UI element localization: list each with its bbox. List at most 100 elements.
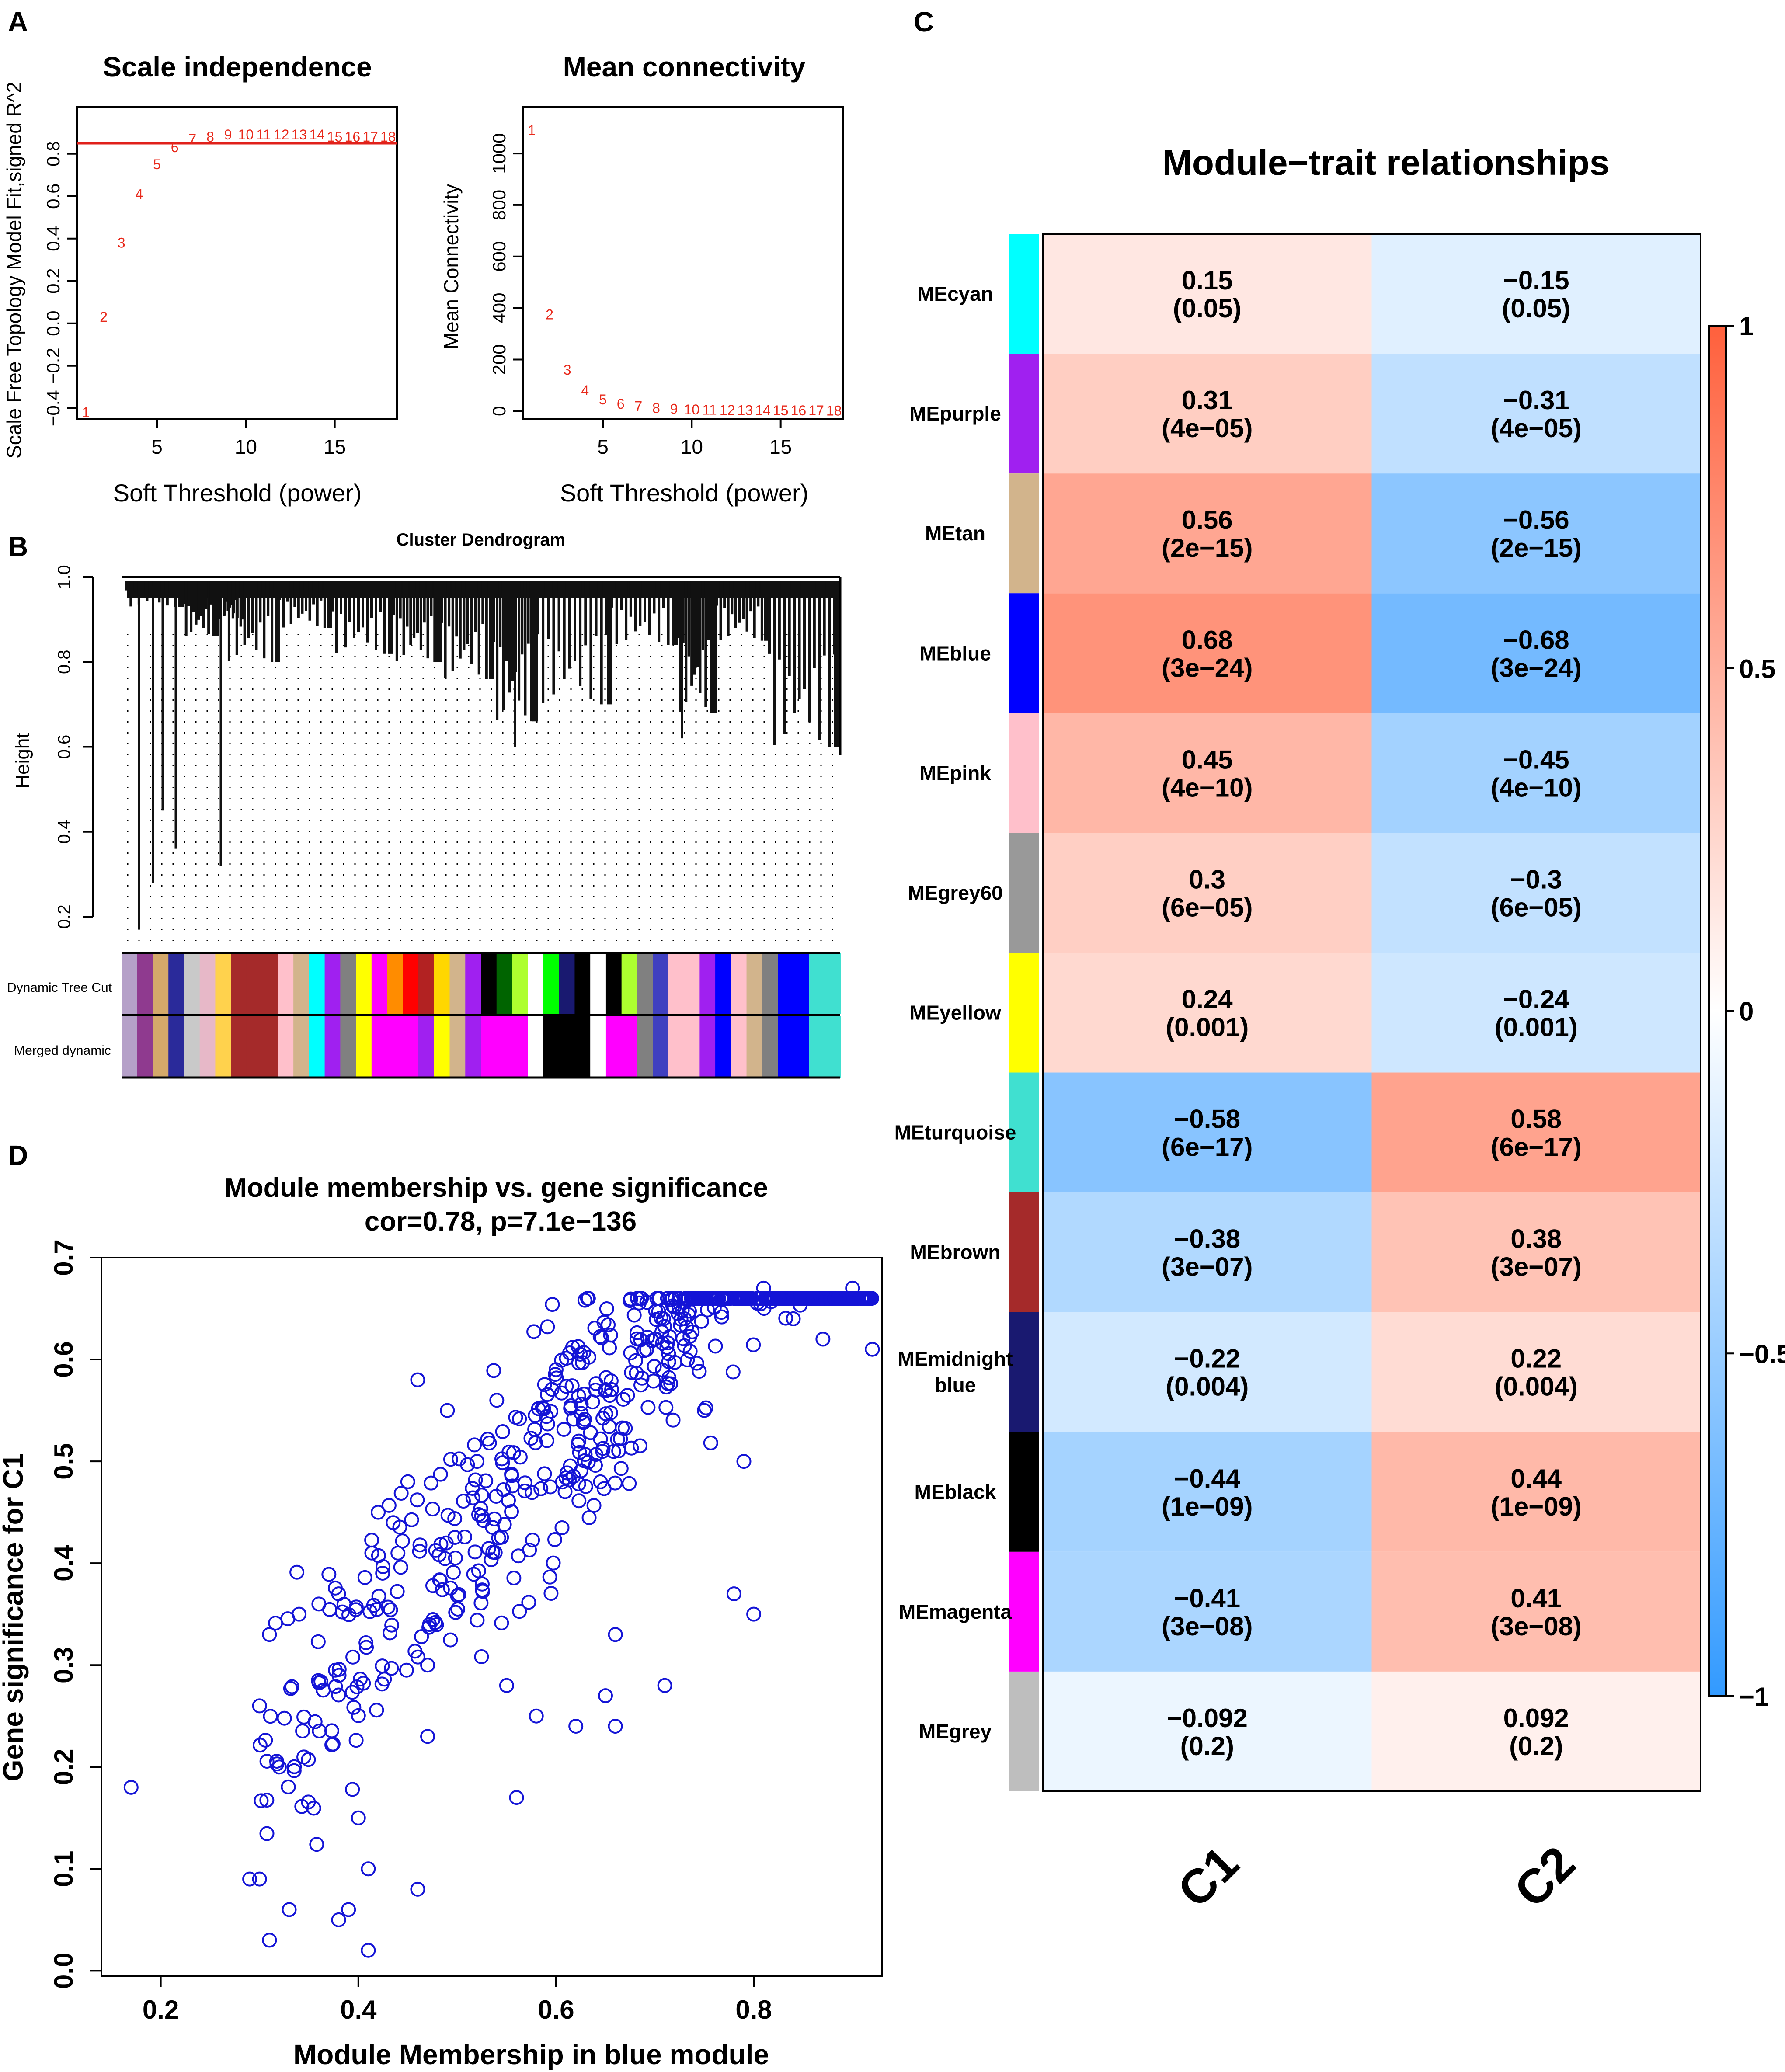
- dynamic-tree-cut-segment: [465, 953, 481, 1014]
- mm-vs-gs-point: [673, 1318, 688, 1333]
- heatmap-cell-value: −0.58: [1174, 1105, 1240, 1134]
- mean-connectivity-ytick-label: 1000: [489, 133, 509, 174]
- mm-vs-gs-title: Module membership vs. gene significance: [224, 1173, 768, 1203]
- mm-vs-gs-point: [540, 1319, 555, 1335]
- mean-connectivity-point-label: 11: [702, 402, 717, 417]
- dynamic-tree-cut-segment: [715, 953, 731, 1014]
- mm-vs-gs-point: [353, 1672, 368, 1687]
- mm-vs-gs-ylabel: Gene significance for C1: [0, 1453, 29, 1781]
- dendrogram-ytick-label: 0.6: [55, 735, 74, 759]
- heatmap-cell: [1371, 473, 1701, 594]
- merged-dynamic-segment: [715, 1016, 731, 1078]
- mm-vs-gs-point: [786, 1311, 801, 1326]
- mm-vs-gs-point: [856, 1291, 871, 1306]
- merged-dynamic-segment: [184, 1016, 200, 1078]
- mean-connectivity-point-label: 17: [808, 403, 824, 418]
- merged-dynamic-segment: [387, 1016, 404, 1078]
- mm-vs-gs-point: [450, 1588, 465, 1603]
- mm-vs-gs-point: [310, 1634, 326, 1649]
- mm-vs-gs-point: [661, 1354, 676, 1370]
- mm-vs-gs-point: [726, 1586, 741, 1602]
- heatmap-cell: [1371, 354, 1701, 474]
- mm-vs-gs-point: [596, 1314, 612, 1330]
- mm-vs-gs-point: [295, 1723, 310, 1738]
- scale-independence-point-label: 8: [206, 129, 214, 145]
- mm-vs-gs-point: [390, 1545, 406, 1561]
- heatmap-cell-pvalue: (2e−15): [1491, 533, 1582, 563]
- panel-label-a: A: [8, 6, 28, 38]
- mm-vs-gs-point: [699, 1291, 714, 1306]
- merged-dynamic-segment: [137, 1016, 153, 1078]
- mm-vs-gs-point: [366, 1598, 381, 1613]
- dendrogram-area: 0.2 0.4 0.6 0.8 1.0: [55, 565, 842, 1079]
- dynamic-tree-cut-segment: [778, 953, 794, 1014]
- mm-vs-gs-point: [410, 1372, 425, 1387]
- mm-vs-gs-point: [494, 1615, 509, 1630]
- mm-vs-gs-point: [468, 1472, 483, 1488]
- merged-dynamic-segment: [293, 1016, 310, 1078]
- mm-vs-gs-point: [511, 1548, 526, 1564]
- heatmap-cell: [1371, 1432, 1701, 1552]
- merged-dynamic-segment: [762, 1016, 779, 1078]
- mm-vs-gs-point: [384, 1617, 400, 1633]
- dynamic-tree-cut-segment: [699, 953, 716, 1014]
- mm-vs-gs-point: [331, 1912, 346, 1927]
- heatmap-cell: [1371, 1312, 1701, 1432]
- module-color-swatch: [1009, 1192, 1039, 1312]
- heatmap-cell: [1371, 713, 1701, 833]
- mm-vs-gs-point: [420, 1658, 435, 1673]
- merged-dynamic-segment: [403, 1016, 419, 1078]
- mm-vs-gs-point: [697, 1403, 712, 1418]
- heatmap-column-label-c1: C1: [1167, 1836, 1249, 1917]
- mm-vs-gs-xtick-label: 0.4: [340, 1995, 377, 2024]
- heatmap-cell: [1043, 1551, 1372, 1672]
- mm-vs-gs-point: [371, 1548, 386, 1563]
- mm-vs-gs-point: [523, 1431, 539, 1446]
- mean-connectivity-point-label: 15: [773, 403, 789, 418]
- mm-vs-gs-point: [381, 1498, 397, 1513]
- mm-vs-gs-point: [254, 1793, 269, 1808]
- module-label: MEmagenta: [899, 1600, 1012, 1623]
- mm-vs-gs-point: [452, 1451, 467, 1467]
- heatmap-cell-pvalue: (1e−09): [1491, 1492, 1582, 1521]
- module-color-swatch: [1009, 354, 1039, 474]
- mm-vs-gs-point: [578, 1447, 593, 1462]
- mm-vs-gs-point: [595, 1441, 611, 1456]
- heatmap-cell: [1043, 473, 1372, 594]
- heatmap-cell-pvalue: (6e−05): [1491, 893, 1582, 922]
- heatmap-cell-pvalue: (0.004): [1166, 1372, 1249, 1401]
- dynamic-tree-cut-segment: [293, 953, 310, 1014]
- mm-vs-gs-point: [528, 1408, 543, 1423]
- scale-independence-point-label: 1: [82, 404, 90, 420]
- mm-vs-gs-ytick-label: 0.7: [49, 1239, 78, 1276]
- mm-vs-gs-point: [578, 1479, 593, 1494]
- heatmap-cell-pvalue: (0.004): [1495, 1372, 1578, 1401]
- mm-vs-gs-point: [622, 1476, 637, 1491]
- module-color-swatch: [1009, 713, 1039, 833]
- dynamic-tree-cut-segment: [199, 953, 216, 1014]
- mm-vs-gs-point: [568, 1719, 584, 1734]
- mm-vs-gs-point: [487, 1511, 502, 1526]
- mm-vs-gs-point: [445, 1565, 461, 1580]
- merged-dynamic-segment: [793, 1016, 810, 1078]
- mm-vs-gs-point: [504, 1504, 519, 1519]
- mm-vs-gs-point: [694, 1291, 709, 1306]
- mm-vs-gs-point: [328, 1679, 343, 1694]
- mm-vs-gs-point: [657, 1678, 672, 1693]
- heatmap-cell-pvalue: (4e−05): [1491, 414, 1582, 443]
- mm-vs-gs-point: [395, 1533, 410, 1549]
- mm-vs-gs-point: [576, 1345, 592, 1360]
- heatmap-cell-pvalue: (0.001): [1495, 1013, 1578, 1042]
- mm-vs-gs-point: [671, 1306, 686, 1321]
- heatmap-cell-pvalue: (3e−07): [1162, 1252, 1253, 1282]
- mm-vs-gs-point: [400, 1474, 415, 1489]
- mm-vs-gs-point: [586, 1498, 602, 1513]
- mm-vs-gs-point: [364, 1545, 379, 1561]
- mm-vs-gs-point: [351, 1810, 366, 1825]
- mm-vs-gs-point: [547, 1532, 562, 1547]
- mm-vs-gs-ytick-label: 0.6: [49, 1341, 78, 1377]
- heatmap-cell: [1371, 593, 1701, 713]
- panel-label-b: B: [8, 531, 28, 562]
- dynamic-tree-cut-segment: [309, 953, 325, 1014]
- dynamic-tree-cut-segment: [434, 953, 450, 1014]
